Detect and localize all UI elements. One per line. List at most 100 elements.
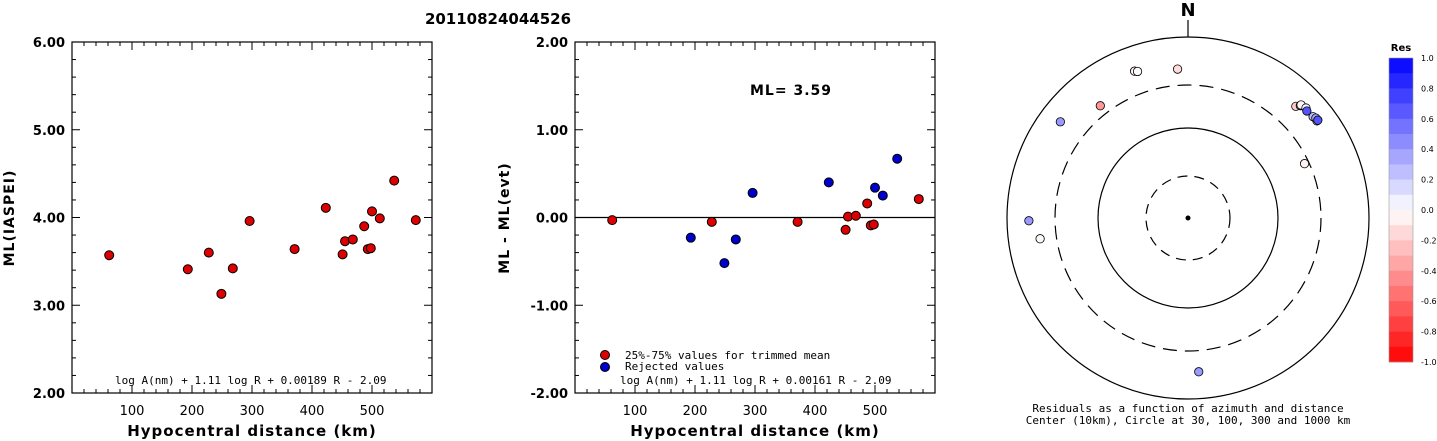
middle-y-tick-label: -1.00 xyxy=(531,299,568,314)
residual-colorbar: Res 1.0 0.8 0.6 0.4 0.2 0.0 -0.2 -0.4 -0.6 -0.8 -1… xyxy=(1388,43,1437,367)
colorbar-cell xyxy=(1389,58,1413,74)
left-x-tick-label: 100 xyxy=(120,404,145,419)
left-y-tick-label: 3.00 xyxy=(33,299,65,314)
colorbar-cell xyxy=(1389,73,1413,89)
middle-data-point xyxy=(868,219,879,230)
left-data-point xyxy=(289,244,300,255)
colorbar-labels: 1.0 0.8 0.6 0.4 0.2 0.0 -0.2 -0.4 -0.6 -0.8 -1.0 xyxy=(1421,54,1437,367)
colorbar-cell xyxy=(1389,194,1413,211)
middle-y-tick-label: 2.00 xyxy=(536,36,568,51)
colorbar-title: Res xyxy=(1391,43,1411,54)
left-data-point xyxy=(410,215,421,226)
middle-y-tick-labels: -2.00 -1.00 0.00 1.00 2.00 xyxy=(531,36,568,402)
polar-data-points xyxy=(1024,64,1323,377)
middle-tick-marks xyxy=(575,42,935,393)
left-x-tick-labels: 100 200 300 400 500 xyxy=(120,404,385,419)
colorbar-label: 0.6 xyxy=(1421,115,1434,124)
ml-annotation: ML= 3.59 xyxy=(750,83,832,99)
middle-y-tick-label: 0.00 xyxy=(536,212,568,227)
colorbar-label: 0.2 xyxy=(1421,176,1434,185)
legend-label-trimmed: 25%-75% values for trimmed mean xyxy=(625,349,830,362)
legend-marker-trimmed xyxy=(600,350,610,360)
colorbar-cell xyxy=(1389,103,1413,120)
colorbar-cell xyxy=(1389,88,1413,104)
colorbar-cell xyxy=(1389,179,1413,196)
event-title: 20110824044526 xyxy=(425,10,571,28)
middle-y-axis-label: ML - ML(evt) xyxy=(497,162,513,273)
middle-y-tick-label: -2.00 xyxy=(531,387,568,402)
polar-caption-line1: Residuals as a function of azimuth and d… xyxy=(1032,402,1343,415)
colorbar-cell xyxy=(1389,316,1413,332)
left-y-tick-label: 5.00 xyxy=(33,124,65,139)
left-x-tick-label: 500 xyxy=(360,404,385,419)
middle-data-point xyxy=(747,187,758,198)
colorbar-cell xyxy=(1389,255,1413,272)
colorbar-cell xyxy=(1389,134,1413,150)
middle-x-tick-label: 300 xyxy=(743,404,768,419)
left-y-tick-labels: 2.00 3.00 4.00 5.00 6.00 xyxy=(33,36,65,402)
epicenter-dot xyxy=(1185,215,1191,221)
left-data-point xyxy=(216,288,227,299)
left-x-axis-label: Hypocentral distance (km) xyxy=(127,422,377,440)
polar-data-point xyxy=(1095,101,1105,111)
middle-x-axis-label: Hypocentral distance (km) xyxy=(630,422,880,440)
colorbar-label: -1.0 xyxy=(1421,358,1437,367)
ring-1000km xyxy=(1006,36,1370,400)
polar-data-point xyxy=(1024,216,1034,226)
left-data-point xyxy=(104,250,115,261)
left-data-point xyxy=(347,234,358,245)
left-y-tick-label: 2.00 xyxy=(33,387,65,402)
left-formula: log A(nm) + 1.11 log R + 0.00189 R - 2.0… xyxy=(115,374,387,387)
colorbar-label: -0.2 xyxy=(1421,236,1437,245)
left-y-axis-label: ML(IASPEI) xyxy=(2,170,18,267)
polar-data-point xyxy=(1132,66,1143,77)
middle-data-point xyxy=(706,216,717,227)
left-panel: 2.00 3.00 4.00 5.00 6.00 100 200 300 400 500 log… xyxy=(2,36,433,440)
middle-data-point xyxy=(823,177,834,188)
colorbar-cell xyxy=(1389,346,1413,363)
middle-data-point xyxy=(870,182,880,193)
middle-data-point xyxy=(730,234,741,245)
colorbar-label: 0.0 xyxy=(1421,206,1434,215)
colorbar-cell xyxy=(1389,301,1413,317)
colorbar-cell xyxy=(1389,210,1413,226)
left-data-point xyxy=(227,263,238,274)
middle-data-point xyxy=(607,215,618,226)
left-data-point xyxy=(365,243,376,254)
polar-data-point xyxy=(1313,115,1323,125)
left-x-tick-label: 400 xyxy=(300,404,325,419)
colorbar-cell xyxy=(1389,270,1413,287)
left-data-point xyxy=(367,206,377,217)
colorbar-cell xyxy=(1389,149,1413,165)
polar-data-point xyxy=(1194,367,1204,377)
left-y-tick-label: 6.00 xyxy=(33,36,65,51)
polar-data-point xyxy=(1035,234,1045,244)
left-x-tick-label: 200 xyxy=(180,404,205,419)
ring-300km xyxy=(1054,84,1322,352)
colorbar-label: 0.4 xyxy=(1421,145,1434,154)
legend-marker-rejected xyxy=(600,362,610,372)
colorbar-cell xyxy=(1389,240,1413,256)
left-data-point xyxy=(374,213,385,224)
left-data-point xyxy=(244,216,255,227)
middle-data-points xyxy=(607,153,924,269)
colorbar-cell xyxy=(1389,225,1413,241)
colorbar-frame xyxy=(1388,57,1414,363)
middle-x-tick-label: 400 xyxy=(803,404,828,419)
colorbar-label: -0.6 xyxy=(1421,297,1437,306)
middle-data-point xyxy=(877,190,888,201)
polar-data-point xyxy=(1172,64,1183,74)
colorbar-label: -0.4 xyxy=(1421,267,1437,276)
colorbar-label: 0.8 xyxy=(1421,84,1434,93)
middle-formula: log A(nm) + 1.11 log R + 0.00161 R - 2.0… xyxy=(620,374,892,387)
ring-30km xyxy=(1145,175,1231,261)
middle-x-tick-label: 200 xyxy=(683,404,708,419)
polar-data-point xyxy=(1302,106,1312,116)
middle-panel: -2.00 -1.00 0.00 1.00 2.00 100 200 300 400 500 M… xyxy=(497,36,936,440)
left-data-point xyxy=(359,221,370,232)
middle-data-point xyxy=(850,210,861,221)
legend-label-rejected: Rejected values xyxy=(625,360,724,373)
middle-data-point xyxy=(913,194,924,205)
colorbar-cell xyxy=(1389,164,1413,180)
